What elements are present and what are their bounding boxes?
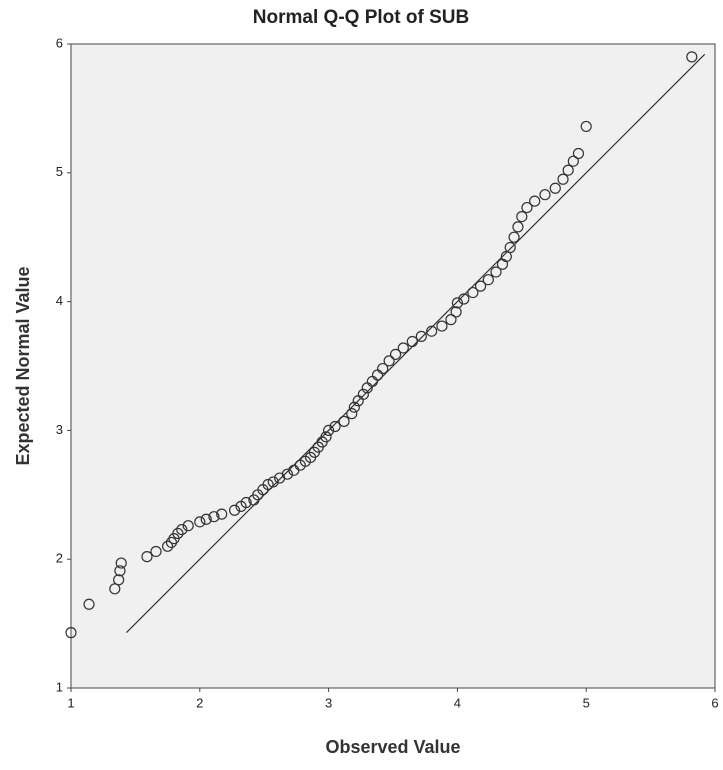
point [320,431,332,443]
point [415,330,427,342]
point [686,51,698,63]
point [338,415,350,427]
point [397,342,409,354]
point [162,540,174,552]
x-tick-label: 4 [454,695,461,710]
point [267,476,279,488]
point [516,210,528,223]
point [436,320,448,332]
y-tick-label: 4 [56,293,63,308]
point [426,325,438,337]
point [194,516,206,528]
point [458,293,470,305]
point [377,362,389,375]
point [141,551,153,563]
point [115,557,127,569]
point [281,468,293,480]
x-tick-label: 3 [325,695,332,710]
point [389,348,402,361]
point [348,401,360,413]
point [508,231,520,243]
y-tick-label: 2 [56,551,63,566]
point [580,120,592,133]
x-axis-label: Observed Value [325,737,460,757]
point [445,314,457,326]
point [557,173,569,185]
point [200,513,212,525]
y-tick-label: 3 [56,422,63,437]
point [113,574,125,586]
point [65,627,77,639]
point [567,155,579,167]
y-tick-label: 1 [56,679,63,694]
point [474,280,487,292]
point [114,565,126,577]
point [182,520,194,532]
x-tick-label: 6 [711,695,718,710]
point [572,147,585,160]
point [549,182,561,194]
x-tick-label: 5 [583,695,590,710]
point [357,388,369,400]
point [467,286,479,299]
point [482,274,494,286]
point [240,496,252,509]
reference-line [125,53,706,634]
point [176,523,188,536]
point [323,424,335,436]
point [562,164,574,176]
point [150,545,162,558]
y-axis-label: Expected Normal Value [13,266,33,465]
point [216,508,228,520]
point [504,241,516,254]
point [262,478,274,491]
point [529,195,541,207]
point [208,511,220,523]
point [450,306,462,318]
point [83,598,95,610]
point [228,504,241,516]
point [172,527,184,540]
point [451,297,463,309]
point [406,335,418,348]
chart-title: Normal Q-Q Plot of SUB [253,7,469,28]
point [383,355,395,367]
point [329,420,341,433]
y-tick-label: 5 [56,164,63,179]
point [539,189,551,201]
y-tick-label: 6 [56,35,63,50]
point [490,266,502,278]
x-tick-label: 2 [196,695,203,710]
point [346,408,358,420]
point [512,221,524,233]
x-tick-label: 1 [67,695,74,710]
point [521,201,533,214]
